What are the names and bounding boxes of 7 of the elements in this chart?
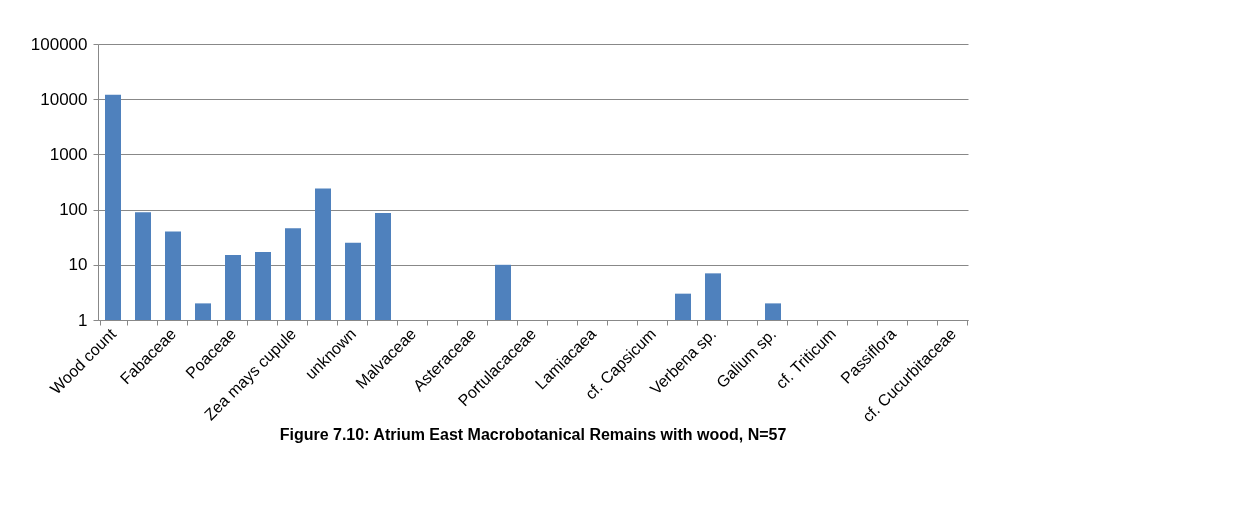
y-tick-label: 1 (78, 310, 88, 330)
y-tick-label: 1000 (49, 144, 88, 164)
y-tick-label: 10000 (40, 89, 88, 109)
text: Figure 7.10: Atrium East Macrobotanical Remains with wood, N=57 (279, 425, 787, 443)
y-tick-label: 10 (68, 255, 88, 275)
y-tick-label: 100 (59, 200, 88, 220)
y-tick-label: 100000 (30, 34, 88, 54)
